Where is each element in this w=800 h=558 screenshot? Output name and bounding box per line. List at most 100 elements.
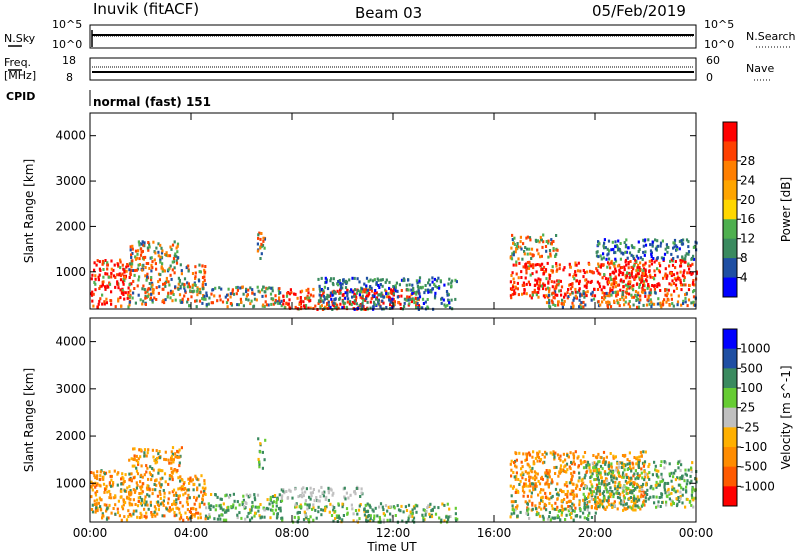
nsky-panel [89,24,697,49]
heatmap-cell [369,278,372,282]
heatmap-cell [525,452,528,456]
heatmap-cell [372,509,375,513]
heatmap-cell [518,261,521,265]
heatmap-cell [690,493,693,497]
heatmap-cell [117,471,120,475]
heatmap-cell [149,465,152,469]
heatmap-cell [176,242,180,246]
colorbar-segment [723,180,737,201]
heatmap-cell [624,464,627,468]
heatmap-cell [553,507,556,511]
heatmap-cell [575,486,578,490]
heatmap-cell [137,460,140,464]
heatmap-cell [180,516,183,520]
heatmap-cell [615,281,618,285]
heatmap-cell [656,302,659,306]
heatmap-cell [202,294,205,297]
heatmap-cell [630,489,633,493]
heatmap-cell [613,261,616,265]
heatmap-cell [582,492,585,496]
heatmap-cell [542,518,545,522]
heatmap-cell [536,472,539,476]
heatmap-cell [98,260,101,264]
heatmap-cell [529,252,532,256]
heatmap-cell [238,511,241,515]
heatmap-cell [561,298,564,302]
heatmap-cell [162,499,165,503]
heatmap-cell [148,242,151,246]
heatmap-cell [96,498,99,502]
heatmap-cell [139,511,142,515]
heatmap-cell [675,504,679,508]
heatmap-cell [177,497,180,501]
heatmap-cell [686,479,689,483]
heatmap-cell [433,282,436,286]
heatmap-cell [177,276,180,280]
heatmap-cell [433,296,437,300]
heatmap-cell [679,258,682,262]
heatmap-cell [637,476,640,480]
heatmap-cell [154,251,157,255]
heatmap-cell [619,461,622,465]
heatmap-cell [530,495,533,499]
heatmap-cell [568,465,571,469]
heatmap-cell [527,507,530,511]
heatmap-cell [540,268,543,271]
heatmap-cell [616,487,619,491]
heatmap-cell [264,508,267,512]
heatmap-cell [159,243,162,247]
heatmap-cell [514,491,517,494]
heatmap-cell [160,255,163,259]
heatmap-cell [661,479,664,483]
heatmap-cell [625,481,629,485]
heatmap-cell [560,511,563,515]
heatmap-cell [645,303,649,307]
cpid-label: CPID [6,90,35,103]
heatmap-cell [271,495,275,499]
heatmap-cell [577,464,580,468]
heatmap-cell [679,483,682,487]
heatmap-cell [515,488,518,492]
heatmap-cell [573,277,576,281]
heatmap-cell [131,247,134,251]
heatmap-cell [575,263,578,267]
heatmap-cell [144,291,147,295]
heatmap-cell [692,279,695,282]
heatmap-cell [148,282,151,285]
heatmap-cell [389,518,392,522]
heatmap-cell [147,241,150,244]
heatmap-cell [173,499,176,503]
heatmap-cell [631,275,634,279]
heatmap-cell [266,498,269,502]
heatmap-cell [532,253,535,257]
heatmap-cell [634,293,637,297]
heatmap-cell [526,502,529,506]
heatmap-cell [321,491,324,495]
heatmap-cell [268,502,271,506]
heatmap-cell [345,280,349,284]
heatmap-cell [620,499,623,503]
heatmap-cell [688,481,691,485]
heatmap-cell [110,478,113,482]
heatmap-cell [624,260,627,264]
heatmap-cell [519,473,522,477]
heatmap-cell [623,474,626,478]
heatmap-cell [649,288,652,292]
heatmap-cell [123,275,126,279]
heatmap-cell [141,482,144,486]
heatmap-cell [574,294,577,298]
heatmap-cell [186,285,189,289]
heatmap-cell [312,287,315,291]
heatmap-cell [583,460,586,464]
heatmap-cell [540,284,543,288]
heatmap-cell [324,507,327,511]
heatmap-cell [595,507,598,511]
heatmap-cell [106,267,109,271]
heatmap-cell [557,303,560,307]
heatmap-cell [178,280,181,284]
heatmap-cell [614,259,618,263]
heatmap-cell [447,299,450,302]
heatmap-cell [168,254,172,258]
heatmap-cell [350,303,353,306]
heatmap-cell [594,478,597,481]
